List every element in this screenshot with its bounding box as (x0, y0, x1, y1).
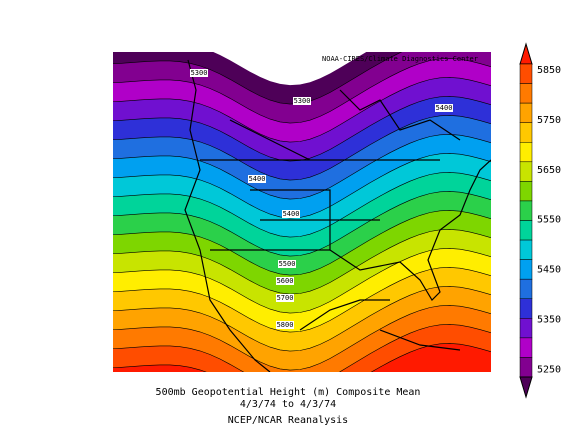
colorbar-band (519, 357, 533, 378)
colorbar-band (519, 298, 533, 319)
contour-label-bg (276, 294, 294, 302)
contour-label-bg (190, 69, 208, 77)
colorbar: 5850 5750 5650 5550 5450 5350 5250 (519, 42, 561, 399)
contour-label: 5300 (294, 97, 311, 105)
colorbar-band (519, 318, 533, 339)
colorbar-band (519, 220, 533, 241)
colorbar-arrow-top (519, 42, 533, 65)
colorbar-band (519, 122, 533, 143)
contour-label: 5800 (277, 321, 294, 329)
contour-label: 5300 (191, 69, 208, 77)
colorbar-tick-label: 5850 (537, 65, 561, 76)
contour-label-bg (278, 260, 296, 268)
colorbar-band (519, 200, 533, 221)
colorbar-band (519, 259, 533, 280)
colorbar-band (519, 102, 533, 123)
colorbar-band (519, 161, 533, 182)
colorbar-band (519, 337, 533, 358)
colorbar-arrow-bottom (519, 376, 533, 399)
contour-label-bg (435, 104, 453, 112)
colorbar-band (519, 142, 533, 163)
contour-label: 5700 (277, 294, 294, 302)
contour-label: 5500 (279, 260, 296, 268)
colorbar-tick-label: 5250 (537, 364, 561, 375)
contour-label-bg (293, 97, 311, 105)
colorbar-tick-label: 5350 (537, 315, 561, 326)
colorbar-tick-label: 5450 (537, 265, 561, 276)
height-band (113, 343, 491, 372)
contour-label-bg (276, 321, 294, 329)
contour-label-bg (276, 277, 294, 285)
caption-title: 500mb Geopotential Height (m) Composite … (156, 387, 421, 398)
caption-dates: 4/3/74 to 4/3/74 (240, 399, 336, 410)
colorbar-band (519, 181, 533, 202)
colorbar-band (519, 239, 533, 260)
contour-label: 5400 (249, 175, 266, 183)
colorbar-tick-label: 5650 (537, 165, 561, 176)
colorbar-band (519, 63, 533, 84)
contour-label: 5600 (277, 277, 294, 285)
colorbar-band (519, 278, 533, 299)
colorbar-tick-label: 5550 (537, 215, 561, 226)
contour-label: 5400 (283, 210, 300, 218)
source-credit: NOAA-CIRES/Climate Diagnostics Center (322, 55, 478, 63)
colorbar-band (519, 83, 533, 104)
coastlines (184, 59, 491, 372)
colorbar-tick-label: 5750 (537, 115, 561, 126)
contour-label: 5400 (436, 104, 453, 112)
contour-label-bg (282, 210, 300, 218)
map (113, 52, 491, 372)
caption-source: NCEP/NCAR Reanalysis (228, 415, 348, 426)
contour-label-bg (248, 175, 266, 183)
